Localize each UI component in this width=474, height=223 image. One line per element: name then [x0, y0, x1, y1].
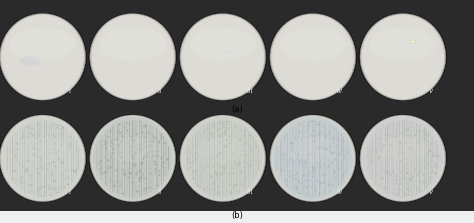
Ellipse shape — [92, 15, 173, 99]
Text: i: i — [69, 188, 71, 196]
Ellipse shape — [270, 14, 356, 100]
Text: ii: ii — [158, 87, 162, 95]
Ellipse shape — [90, 115, 175, 202]
Ellipse shape — [271, 116, 355, 201]
Ellipse shape — [273, 117, 353, 200]
Ellipse shape — [268, 114, 357, 202]
Ellipse shape — [178, 114, 267, 202]
Ellipse shape — [91, 116, 174, 201]
Ellipse shape — [88, 114, 177, 202]
Text: v: v — [428, 87, 432, 95]
Ellipse shape — [413, 51, 418, 54]
Ellipse shape — [360, 14, 446, 100]
Ellipse shape — [190, 27, 256, 61]
Ellipse shape — [288, 137, 337, 163]
Text: iv: iv — [337, 87, 343, 95]
Text: iii: iii — [247, 87, 254, 95]
Text: ii: ii — [158, 188, 162, 196]
Ellipse shape — [181, 14, 264, 99]
Text: v: v — [428, 188, 432, 196]
Ellipse shape — [0, 13, 87, 101]
Ellipse shape — [361, 14, 445, 99]
Text: iv: iv — [337, 188, 343, 196]
Ellipse shape — [358, 114, 447, 202]
Ellipse shape — [360, 115, 446, 202]
Text: (b): (b) — [231, 211, 243, 220]
Ellipse shape — [9, 27, 76, 61]
Text: (a): (a) — [231, 105, 243, 114]
Ellipse shape — [91, 14, 174, 99]
Ellipse shape — [88, 13, 177, 101]
Ellipse shape — [18, 137, 67, 163]
Ellipse shape — [2, 15, 83, 99]
Ellipse shape — [378, 137, 428, 163]
Ellipse shape — [0, 115, 85, 202]
Text: i: i — [69, 87, 71, 95]
Ellipse shape — [280, 27, 346, 61]
Ellipse shape — [92, 117, 173, 200]
Bar — [0, 107, 474, 211]
Ellipse shape — [20, 56, 41, 66]
Ellipse shape — [1, 116, 84, 201]
Ellipse shape — [0, 114, 87, 202]
Ellipse shape — [363, 117, 443, 200]
Ellipse shape — [0, 14, 85, 100]
Ellipse shape — [2, 117, 83, 200]
Ellipse shape — [410, 40, 415, 43]
Ellipse shape — [223, 50, 231, 55]
Ellipse shape — [358, 13, 447, 101]
Ellipse shape — [180, 14, 265, 100]
Ellipse shape — [273, 15, 353, 99]
Ellipse shape — [363, 15, 443, 99]
Ellipse shape — [271, 14, 355, 99]
Ellipse shape — [182, 117, 263, 200]
Ellipse shape — [90, 14, 175, 100]
Ellipse shape — [100, 27, 166, 61]
Ellipse shape — [180, 115, 265, 202]
Ellipse shape — [408, 60, 411, 62]
Ellipse shape — [370, 27, 436, 61]
Ellipse shape — [182, 15, 263, 99]
Ellipse shape — [270, 115, 356, 202]
Bar — [0, 0, 474, 107]
Ellipse shape — [361, 116, 445, 201]
Text: iii: iii — [247, 188, 254, 196]
Ellipse shape — [108, 137, 157, 163]
Ellipse shape — [181, 116, 264, 201]
Ellipse shape — [178, 13, 267, 101]
Ellipse shape — [198, 137, 247, 163]
Ellipse shape — [268, 13, 357, 101]
Ellipse shape — [1, 14, 84, 99]
